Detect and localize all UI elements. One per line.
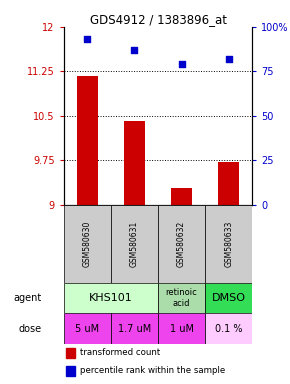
Point	[226, 56, 231, 62]
Bar	[158, 205, 205, 283]
Text: 5 uM: 5 uM	[75, 324, 99, 334]
Bar	[77, 76, 98, 205]
Bar	[111, 205, 158, 283]
Bar	[64, 313, 111, 344]
Bar	[205, 205, 252, 283]
Text: dose: dose	[18, 324, 41, 334]
Point	[85, 36, 90, 42]
Text: GSM580631: GSM580631	[130, 221, 139, 267]
Bar	[124, 121, 145, 205]
Title: GDS4912 / 1383896_at: GDS4912 / 1383896_at	[90, 13, 226, 26]
Bar	[111, 313, 158, 344]
Text: percentile rank within the sample: percentile rank within the sample	[80, 366, 225, 375]
Text: DMSO: DMSO	[212, 293, 246, 303]
Text: retinoic
acid: retinoic acid	[166, 288, 197, 308]
Text: 1 uM: 1 uM	[170, 324, 194, 334]
Text: 0.1 %: 0.1 %	[215, 324, 242, 334]
Text: GSM580630: GSM580630	[83, 221, 92, 267]
Bar	[64, 283, 158, 313]
Point	[179, 61, 184, 67]
Bar	[158, 283, 205, 313]
Bar	[218, 162, 239, 205]
Bar	[66, 348, 75, 358]
Text: GSM580633: GSM580633	[224, 221, 233, 267]
Text: 1.7 uM: 1.7 uM	[118, 324, 151, 334]
Bar	[171, 188, 192, 205]
Point	[132, 47, 137, 53]
Bar	[66, 366, 75, 376]
Bar	[205, 313, 252, 344]
Text: agent: agent	[13, 293, 41, 303]
Text: transformed count: transformed count	[80, 348, 160, 357]
Text: KHS101: KHS101	[89, 293, 133, 303]
Text: GSM580632: GSM580632	[177, 221, 186, 267]
Bar	[158, 313, 205, 344]
Bar	[64, 205, 111, 283]
Bar	[205, 283, 252, 313]
